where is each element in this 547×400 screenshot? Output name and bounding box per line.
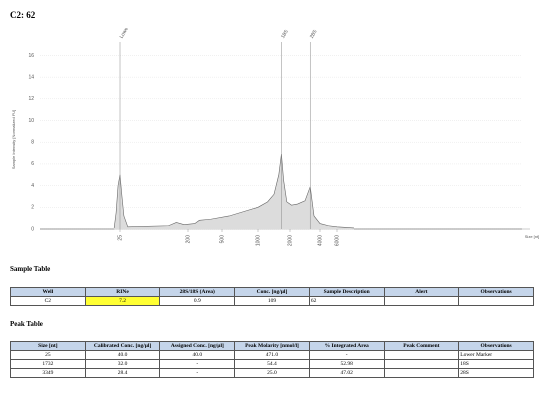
column-header: Assigned Conc. [ng/µl]: [159, 341, 236, 351]
table-cell: 47.02: [308, 368, 385, 378]
table-cell: 18S: [458, 359, 534, 369]
table-cell: 54.4: [234, 359, 310, 369]
column-header: Calibrated Conc. [ng/µl]: [84, 341, 161, 351]
table-cell: 62: [308, 296, 385, 306]
x-tick-label: 4000: [317, 235, 323, 246]
table-cell: 1732: [10, 359, 86, 369]
column-header: 28S/18S (Area): [159, 287, 236, 297]
table-row: 25 40.0 40.0 471.0- Lower Marker: [10, 350, 534, 360]
peak-label: Lower: [119, 28, 131, 40]
table-cell: [383, 296, 460, 306]
column-header: Conc. [ng/µl]: [234, 287, 310, 297]
column-header: Well: [10, 287, 86, 297]
y-tick-label: 8: [31, 140, 34, 146]
table-cell: C2: [10, 296, 86, 306]
y-tick-label: 14: [28, 74, 34, 80]
column-header: Peak Comment: [383, 341, 460, 351]
table-cell: [383, 359, 460, 369]
header-row: Size [nt] Calibrated Conc. [ng/µl] Assigne…: [10, 341, 534, 351]
column-header: Sample Description: [308, 287, 385, 297]
table-cell: Lower Marker: [458, 350, 534, 360]
peak-label: 18S: [280, 28, 290, 39]
sample-table: Well RINe 28S/18S (Area) Conc. [ng/µl] Sampl…: [10, 287, 534, 306]
column-header: % Integrated Area: [308, 341, 385, 351]
x-tick-label: 200: [185, 235, 191, 244]
peak-label: 28S: [309, 28, 319, 39]
table-cell: 25.0: [234, 368, 310, 378]
table-cell: [383, 368, 460, 378]
y-tick-label: 16: [28, 53, 34, 59]
y-axis-label: Sample Intensity [Normalized FU]: [11, 110, 16, 170]
section-heading: Sample Table: [10, 265, 51, 273]
trace-area: [114, 154, 355, 229]
table-cell: 3349: [10, 368, 86, 378]
page-title: C2: 62: [10, 10, 36, 20]
table-row: 1732 32.0-54.4 52.98 18S: [10, 359, 534, 369]
column-header: Observations: [458, 287, 534, 297]
x-tick-label: 1000: [255, 235, 261, 246]
table-cell: 40.0: [84, 350, 161, 360]
x-tick-label: 2000: [287, 235, 293, 246]
table-cell: 32.0: [84, 359, 161, 369]
table-cell: -: [159, 359, 236, 369]
x-tick-label: 6000: [334, 235, 340, 246]
table-cell: 25: [10, 350, 86, 360]
table-cell: 40.0: [159, 350, 236, 360]
column-header: Peak Molarity [nmol/l]: [234, 341, 310, 351]
table-cell: 7.2: [84, 296, 161, 306]
table-row: 3349 28.4-25.0 47.02 28S: [10, 368, 534, 378]
electropherogram: 0 2 4 6 8 10 12 14 16 Sample Intensity [Normalize…: [11, 28, 539, 246]
column-header: Alert: [383, 287, 460, 297]
table-cell: [458, 296, 534, 306]
y-tick-label: 2: [31, 205, 34, 211]
x-axis-label: Size [nt]: [525, 234, 539, 239]
x-tick-label: 25: [117, 235, 123, 241]
column-header: RINe: [84, 287, 161, 297]
table-cell: 52.98: [308, 359, 385, 369]
table-cell: 0.9: [159, 296, 236, 306]
y-tick-label: 12: [28, 96, 34, 102]
y-tick-label: 10: [28, 118, 34, 124]
y-tick-label: 4: [31, 183, 34, 189]
x-tick-label: 500: [219, 235, 225, 244]
header-row: Well RINe 28S/18S (Area) Conc. [ng/µl] Sampl…: [10, 287, 534, 297]
table-cell: 28.4: [84, 368, 161, 378]
table-row: C2 7.2 0.9 109 62: [10, 296, 534, 306]
y-tick-label: 6: [31, 161, 34, 167]
column-header: Size [nt]: [10, 341, 86, 351]
section-heading: Peak Table: [10, 320, 43, 328]
peak-table: Size [nt] Calibrated Conc. [ng/µl] Assigne…: [10, 341, 534, 378]
table-cell: 28S: [458, 368, 534, 378]
table-cell: 109: [234, 296, 310, 306]
table-cell: 471.0: [234, 350, 310, 360]
column-header: Observations: [458, 341, 534, 351]
table-cell: [383, 350, 460, 360]
table-cell: -: [159, 368, 236, 378]
table-cell: -: [308, 350, 385, 360]
y-tick-label: 0: [31, 226, 34, 232]
